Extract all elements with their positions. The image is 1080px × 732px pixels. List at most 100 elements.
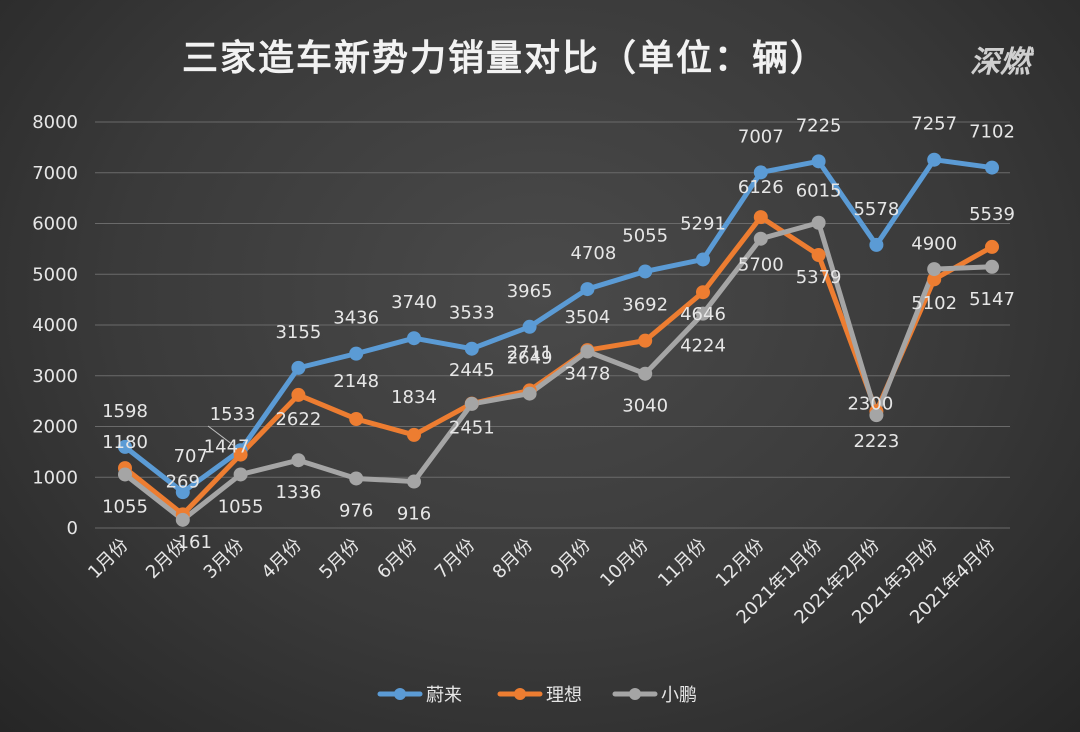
data-label: 7102	[969, 122, 1015, 143]
data-label: 5539	[969, 204, 1015, 225]
data-point	[349, 346, 364, 361]
data-point	[349, 471, 364, 486]
data-label: 2445	[449, 360, 495, 381]
x-tick-label: 12月份	[712, 535, 769, 592]
legend-swatch-marker	[394, 688, 406, 700]
data-point	[407, 427, 421, 442]
data-label: 5379	[796, 267, 842, 288]
data-label: 1336	[275, 482, 321, 503]
data-label: 2148	[333, 371, 379, 392]
data-label: 5578	[853, 199, 899, 220]
data-label: 2649	[507, 348, 553, 369]
legend: 蔚来 理想 小鹏	[377, 685, 697, 706]
y-tick-label: 6000	[32, 214, 78, 235]
data-point	[175, 485, 190, 500]
data-label: 5055	[622, 225, 668, 246]
legend-label: 蔚来	[426, 685, 462, 706]
data-point	[753, 210, 768, 225]
leader-line	[207, 425, 235, 447]
data-label: 3478	[564, 363, 610, 384]
data-point	[118, 439, 132, 454]
data-point	[349, 411, 364, 426]
data-label: 707	[174, 446, 208, 467]
y-tick-label: 0	[67, 518, 78, 539]
data-point	[985, 160, 999, 175]
data-label: 5147	[969, 289, 1015, 310]
data-point	[811, 154, 826, 169]
data-point	[869, 237, 884, 252]
data-label: 4900	[911, 233, 957, 254]
data-label: 3692	[622, 295, 668, 316]
x-tick-label: 10月份	[596, 535, 653, 592]
legend-swatch-marker	[629, 688, 641, 700]
data-point	[291, 387, 306, 402]
data-label: 2300	[847, 393, 893, 414]
data-point	[985, 259, 999, 274]
data-label: 1598	[102, 401, 148, 422]
data-label: 1447	[204, 437, 250, 458]
data-label: 1533	[210, 404, 256, 425]
data-point	[291, 360, 306, 375]
data-point	[233, 447, 248, 462]
data-point	[638, 366, 653, 381]
legend-label: 理想	[546, 685, 582, 706]
series-line-2	[122, 220, 995, 523]
y-tick-label: 4000	[32, 315, 78, 336]
y-tick-label: 1000	[32, 467, 78, 488]
x-tick-label: 11月份	[654, 535, 711, 592]
data-label: 5102	[911, 293, 957, 314]
y-axis: 0 1000 2000 3000 4000 5000 6000 7000 8000	[32, 112, 78, 539]
data-label: 3040	[622, 396, 668, 417]
data-label: 3740	[391, 292, 437, 313]
data-point	[696, 252, 710, 267]
series-lines	[122, 157, 995, 523]
data-point	[580, 282, 595, 297]
data-point	[753, 231, 768, 246]
legend-swatch-marker	[514, 688, 526, 700]
chart-title: 三家造车新势力销量对比（单位：辆）	[182, 38, 828, 79]
data-label: 1055	[102, 496, 148, 517]
data-label: 5700	[738, 255, 784, 276]
data-point	[233, 467, 248, 482]
x-tick-label: 7月份	[431, 535, 479, 583]
series-line-0	[122, 157, 995, 495]
brand-logo: 深燃	[970, 45, 1035, 80]
y-tick-label: 5000	[32, 264, 78, 285]
data-label: 6015	[796, 181, 842, 202]
data-label: 4646	[680, 304, 726, 325]
data-point	[696, 285, 710, 300]
data-label: 3436	[333, 308, 379, 329]
x-tick-label: 4月份	[258, 535, 306, 583]
gridlines	[95, 121, 1010, 529]
data-label: 3155	[275, 322, 321, 343]
data-label: 2622	[275, 409, 321, 430]
data-label: 3504	[564, 307, 610, 328]
data-point	[638, 264, 653, 279]
data-point	[985, 239, 999, 254]
data-label: 2223	[853, 431, 899, 452]
data-point	[407, 474, 421, 489]
data-label: 2451	[449, 418, 495, 439]
x-tick-label: 6月份	[373, 535, 421, 583]
y-tick-label: 7000	[32, 163, 78, 184]
data-point	[175, 512, 190, 527]
data-point	[753, 165, 768, 180]
x-tick-label: 5月份	[315, 535, 363, 583]
x-tick-label: 8月份	[489, 535, 537, 583]
y-tick-label: 2000	[32, 417, 78, 438]
data-label: 2711	[507, 342, 553, 363]
data-label: 976	[339, 500, 373, 521]
x-tick-label: 9月份	[547, 535, 595, 583]
data-point	[118, 467, 132, 482]
data-point	[869, 408, 884, 423]
data-point	[811, 215, 826, 230]
data-point	[464, 341, 479, 356]
data-point	[927, 152, 942, 167]
data-label: 269	[166, 471, 200, 492]
legend-label: 小鹏	[661, 685, 697, 706]
data-label: 4224	[680, 336, 726, 357]
data-label: 3965	[507, 281, 553, 302]
y-tick-label: 3000	[32, 366, 78, 387]
data-label: 6126	[738, 177, 784, 198]
x-axis: 1月份 2月份 3月份 4月份 5月份 6月份 7月份 8月份 9月份 10月份 11月份 12月份2…	[84, 535, 999, 629]
